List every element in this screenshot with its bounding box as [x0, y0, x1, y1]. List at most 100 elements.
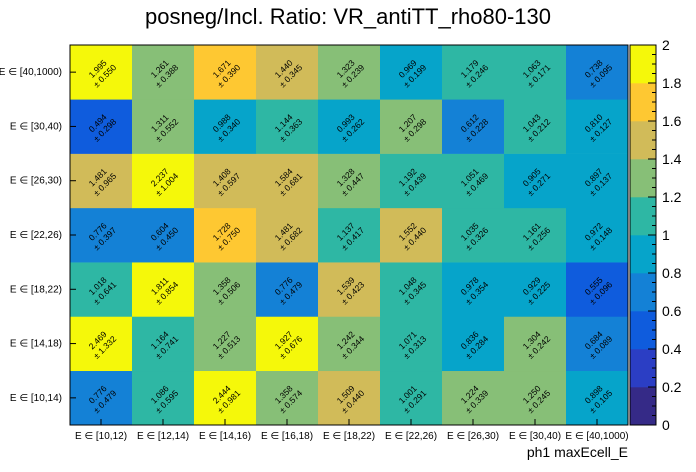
color-bar	[629, 44, 657, 426]
heatmap-cell	[132, 45, 195, 100]
color-bar-tick-label: 0	[662, 417, 670, 433]
y-tick-label: E ∈ [40,1000)	[0, 67, 62, 78]
heatmap-cell	[504, 45, 567, 100]
heatmap-cell	[70, 207, 133, 263]
heatmap-cell	[256, 99, 319, 154]
heatmap-cell	[566, 153, 629, 209]
heatmap-cell	[132, 262, 195, 317]
heatmap-cell	[256, 153, 319, 209]
color-bar-tick-label: 2	[662, 37, 670, 53]
heatmap-cell	[318, 316, 381, 372]
y-tick-label: E ∈ [14,18)	[10, 339, 62, 350]
heatmap-cell	[380, 207, 443, 263]
heatmap-cell	[132, 370, 195, 426]
color-bar-tick-label: 0.4	[662, 341, 682, 357]
heatmap-cell	[256, 262, 319, 317]
heatmap-cell	[504, 262, 567, 317]
heatmap-cell	[194, 45, 257, 100]
x-tick-label: E ∈ [30,40)	[509, 431, 561, 442]
y-tick-label: E ∈ [30,40)	[10, 121, 62, 132]
y-tick-label: E ∈ [10,14)	[10, 393, 62, 404]
heatmap-cell	[194, 262, 257, 317]
x-tick-label: E ∈ [14,16)	[199, 431, 251, 442]
heatmap-cell	[318, 207, 381, 263]
heatmap-cell	[566, 45, 629, 100]
x-tick-label: E ∈ [10,12)	[75, 431, 127, 442]
color-bar-segment	[630, 235, 656, 274]
x-tick-label: E ∈ [18,22)	[323, 431, 375, 442]
heatmap-cell	[70, 45, 133, 100]
heatmap-cell	[318, 99, 381, 154]
heatmap-cell	[194, 207, 257, 263]
color-bar-tick-label: 1.8	[662, 75, 682, 91]
heatmap-cell	[566, 207, 629, 263]
heatmap-cell	[132, 207, 195, 263]
x-tick-label: E ∈ [40,1000)	[565, 431, 628, 442]
color-bar-segment	[630, 273, 656, 312]
x-tick-label: E ∈ [12,14)	[137, 431, 189, 442]
heatmap-cell	[442, 316, 505, 372]
x-axis-title: ph1 maxEcell_E	[527, 444, 628, 460]
heatmap-cell	[70, 316, 133, 372]
heatmap-cell	[504, 99, 567, 154]
heatmap-cell	[442, 207, 505, 263]
heatmap-cell	[504, 370, 567, 426]
color-bar-tick-label: 1	[662, 227, 670, 243]
heatmap-cell	[566, 99, 629, 154]
heatmap-cell	[70, 153, 133, 209]
heatmap-cell	[442, 370, 505, 426]
heatmap-cell	[318, 262, 381, 317]
heatmap-cell	[194, 153, 257, 209]
heatmap-cell	[318, 45, 381, 100]
heatmap-cell	[256, 370, 319, 426]
heatmap-cell	[442, 153, 505, 209]
heatmap-cell	[132, 316, 195, 372]
heatmap-cell	[380, 99, 443, 154]
heatmap-cell	[70, 262, 133, 317]
heatmap-cell	[318, 370, 381, 426]
color-bar-segment	[630, 349, 656, 388]
heatmap-cell	[380, 262, 443, 317]
heatmap-cell	[380, 370, 443, 426]
heatmap-cell	[194, 316, 257, 372]
color-bar-tick-label: 1.2	[662, 189, 682, 205]
heatmap-cell	[566, 262, 629, 317]
heatmap-cell	[442, 99, 505, 154]
heatmap-cell	[442, 262, 505, 317]
x-tick-label: E ∈ [26,30)	[447, 431, 499, 442]
color-bar-segment	[630, 387, 656, 426]
y-tick-label: E ∈ [18,22)	[10, 284, 62, 295]
color-bar-tick-label: 0.2	[662, 379, 682, 395]
heatmap-cell	[132, 99, 195, 154]
heatmap-cell	[380, 153, 443, 209]
heatmap-cell	[132, 153, 195, 209]
heatmap-cell	[256, 45, 319, 100]
x-axis-ticks: E ∈ [10,12) E ∈ [12,14) E ∈ [14,16) E ∈ [16…	[75, 419, 629, 442]
color-bar-segment	[630, 121, 656, 160]
heatmap-cell	[194, 99, 257, 154]
heatmap-cell	[504, 316, 567, 372]
color-bar-segment	[630, 197, 656, 236]
color-bar-tick-label: 0.8	[662, 265, 682, 281]
heatmap-cell	[256, 207, 319, 263]
color-bar-tick-label: 1.6	[662, 113, 682, 129]
heatmap-cell	[566, 316, 629, 372]
color-bar-tick-label: 0.6	[662, 303, 682, 319]
heatmap-cell	[504, 153, 567, 209]
y-tick-label: E ∈ [22,26)	[10, 230, 62, 241]
heatmap-cell	[70, 99, 133, 154]
heatmap-cell	[442, 45, 505, 100]
color-bar-segment	[630, 45, 656, 84]
color-bar-ticks: 0 0.2 0.4 0.6 0.8 1 1.2 1.4 1.6 1.8 2	[648, 37, 682, 433]
heatmap-cell	[566, 370, 629, 426]
color-bar-segment	[630, 159, 656, 198]
heatmap-cell	[504, 207, 567, 263]
color-bar-segment	[630, 83, 656, 122]
color-bar-tick-label: 1.4	[662, 151, 682, 167]
chart-title: posneg/Incl. Ratio: VR_antiTT_rho80-130	[144, 4, 551, 29]
heatmap-cell	[256, 316, 319, 372]
heatmap-cells	[70, 45, 629, 426]
heatmap-cell	[70, 370, 133, 426]
x-tick-label: E ∈ [22,26)	[385, 431, 437, 442]
